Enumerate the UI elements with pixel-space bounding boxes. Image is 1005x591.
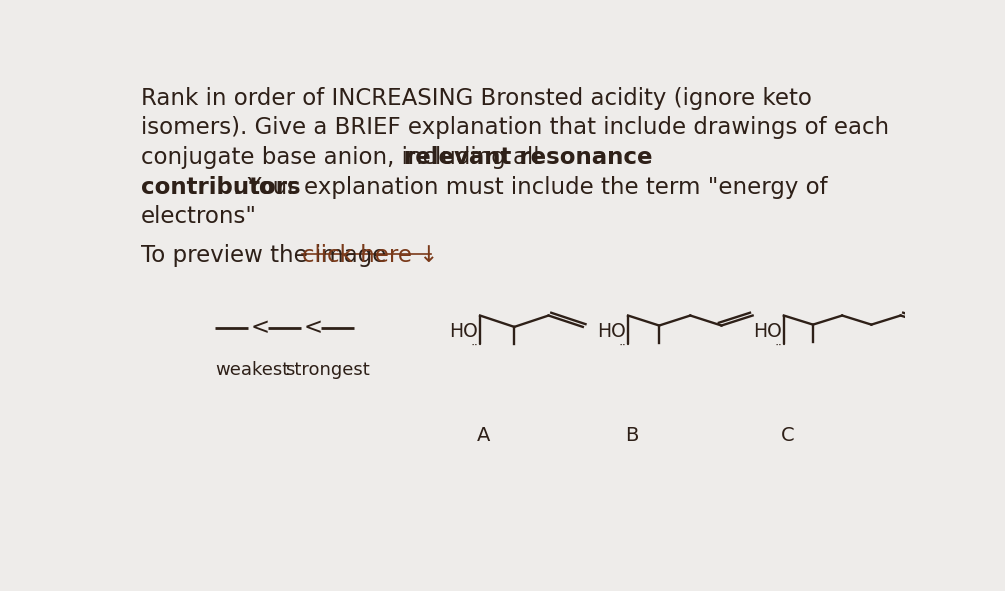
- Text: conjugate base anion, including all: conjugate base anion, including all: [141, 146, 547, 169]
- Text: B: B: [625, 426, 638, 445]
- Text: HO: HO: [449, 322, 477, 341]
- Text: Rank in order of INCREASING Bronsted acidity (ignore keto: Rank in order of INCREASING Bronsted aci…: [141, 87, 812, 110]
- Text: To preview the image: To preview the image: [141, 244, 394, 267]
- Text: . Your explanation must include the term "energy of: . Your explanation must include the term…: [233, 176, 828, 199]
- Text: strongest: strongest: [285, 361, 370, 379]
- Text: C: C: [781, 426, 795, 445]
- Text: isomers). Give a BRIEF explanation that include drawings of each: isomers). Give a BRIEF explanation that …: [141, 116, 889, 139]
- Text: <: <: [304, 317, 323, 340]
- Text: relevant resonance: relevant resonance: [404, 146, 653, 169]
- Text: contributors: contributors: [141, 176, 300, 199]
- Text: ¨: ¨: [470, 345, 477, 359]
- Text: electrons": electrons": [141, 205, 257, 228]
- Text: HO: HO: [597, 322, 626, 341]
- Text: <: <: [250, 317, 269, 340]
- Text: click here ↓: click here ↓: [302, 244, 438, 267]
- Text: HO: HO: [753, 322, 782, 341]
- Text: ¨: ¨: [619, 345, 626, 359]
- Text: A: A: [477, 426, 490, 445]
- Text: ¨: ¨: [775, 345, 782, 359]
- Text: weakest: weakest: [215, 361, 289, 379]
